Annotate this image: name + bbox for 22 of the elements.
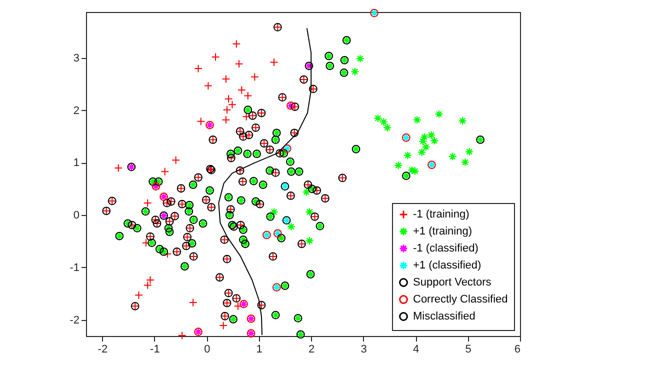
x-tick-label: 3: [360, 344, 367, 356]
x-tick-label: 1: [256, 344, 262, 356]
x-tick-label: -2: [98, 344, 108, 356]
y-tick-label: 3: [73, 52, 80, 65]
legend-label: -1 (classified): [413, 242, 478, 254]
legend-label: +1 (training): [413, 226, 472, 238]
x-tick-label: 5: [465, 344, 472, 356]
x-tick-label: 0: [204, 344, 210, 356]
legend-label: +1 (classified): [413, 260, 482, 272]
y-tick-label: 1: [73, 157, 80, 170]
legend-label: Support Vectors: [413, 276, 492, 288]
x-tick-label: 4: [412, 344, 420, 356]
y-tick-label: 0: [73, 210, 80, 222]
legend-label: -1 (training): [413, 208, 470, 220]
legend-label: Misclassified: [413, 310, 476, 322]
x-tick-label: 6: [514, 344, 520, 356]
legend-label: Correctly Classified: [413, 294, 508, 306]
x-tick-label: -1: [150, 344, 160, 356]
y-tick-label: -2: [70, 314, 80, 326]
x-tick-label: 2: [308, 344, 315, 356]
y-tick-label: -1: [70, 262, 80, 274]
y-tick-label: 2: [73, 104, 80, 117]
